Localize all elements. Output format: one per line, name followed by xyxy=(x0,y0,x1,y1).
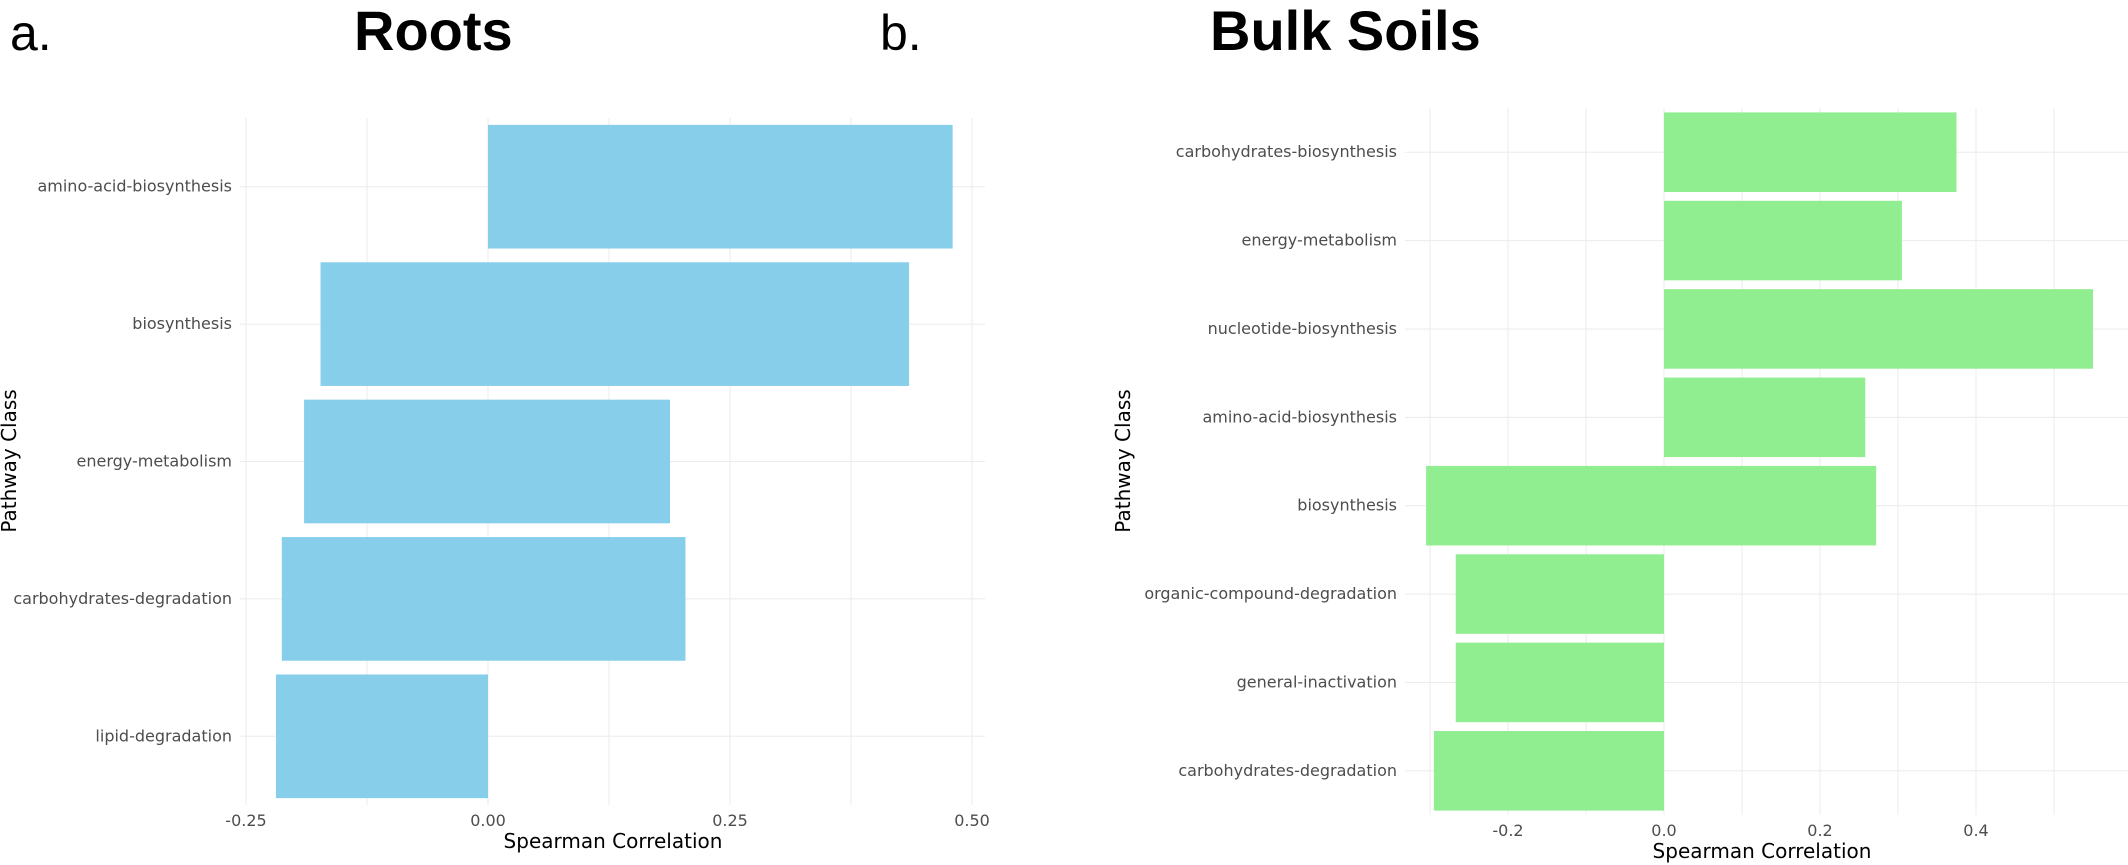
x-tick-label: 0.50 xyxy=(954,811,990,830)
y-tick-label: nucleotide-biosynthesis xyxy=(1208,319,1397,338)
bar-carbohydrates-degradation xyxy=(281,537,686,661)
bar-amino-acid-biosynthesis xyxy=(488,124,953,249)
y-tick-label: biosynthesis xyxy=(1297,496,1397,515)
x-tick-label: -0.2 xyxy=(1492,821,1523,840)
y-axis-title: Pathway Class xyxy=(0,389,21,532)
y-tick-label: carbohydrates-degradation xyxy=(13,589,232,608)
y-tick-label: organic-compound-degradation xyxy=(1144,584,1397,603)
x-tick-label: 0.0 xyxy=(1651,821,1676,840)
panel-b-letter: b. xyxy=(880,5,922,61)
x-axis-title: Spearman Correlation xyxy=(1653,839,1872,863)
x-axis-title: Spearman Correlation xyxy=(504,829,723,853)
x-tick-label: 0.2 xyxy=(1807,821,1832,840)
y-tick-label: carbohydrates-degradation xyxy=(1178,761,1397,780)
bar-biosynthesis xyxy=(1426,465,1877,546)
panel-b-title: Bulk Soils xyxy=(1210,0,1481,62)
y-tick-label: carbohydrates-biosynthesis xyxy=(1176,142,1397,161)
y-tick-label: biosynthesis xyxy=(132,314,232,333)
x-tick-label: -0.25 xyxy=(225,811,266,830)
bar-biosynthesis xyxy=(320,262,910,386)
panel-a-title: Roots xyxy=(354,0,513,62)
y-tick-label: energy-metabolism xyxy=(76,452,232,471)
y-tick-label: amino-acid-biosynthesis xyxy=(1202,407,1397,426)
y-tick-label: lipid-degradation xyxy=(95,726,232,745)
bar-general-inactivation xyxy=(1455,642,1664,723)
bar-carbohydrates-degradation xyxy=(1433,731,1664,811)
x-tick-label: 0.4 xyxy=(1963,821,1988,840)
chart-soils: carbohydrates-biosynthesis energy-metabol… xyxy=(1111,108,2128,863)
y-tick-label: general-inactivation xyxy=(1237,672,1397,691)
bar-energy-metabolism xyxy=(304,399,670,524)
bar-energy-metabolism xyxy=(1664,200,1902,281)
y-axis-title: Pathway Class xyxy=(1111,389,1135,532)
panel-a-letter: a. xyxy=(10,5,52,61)
x-tick-label: 0.25 xyxy=(712,811,748,830)
bar-organic-compound-degradation xyxy=(1455,554,1664,634)
y-tick-label: amino-acid-biosynthesis xyxy=(37,177,232,196)
x-tick-label: 0.00 xyxy=(470,811,506,830)
bar-carbohydrates-biosynthesis xyxy=(1664,112,1957,192)
chart-roots: amino-acid-biosynthesis biosynthesis energ… xyxy=(0,118,990,853)
y-tick-label: energy-metabolism xyxy=(1241,231,1397,250)
bar-lipid-degradation xyxy=(276,674,488,799)
bar-amino-acid-biosynthesis xyxy=(1664,377,1866,458)
bar-nucleotide-biosynthesis xyxy=(1664,289,2093,369)
